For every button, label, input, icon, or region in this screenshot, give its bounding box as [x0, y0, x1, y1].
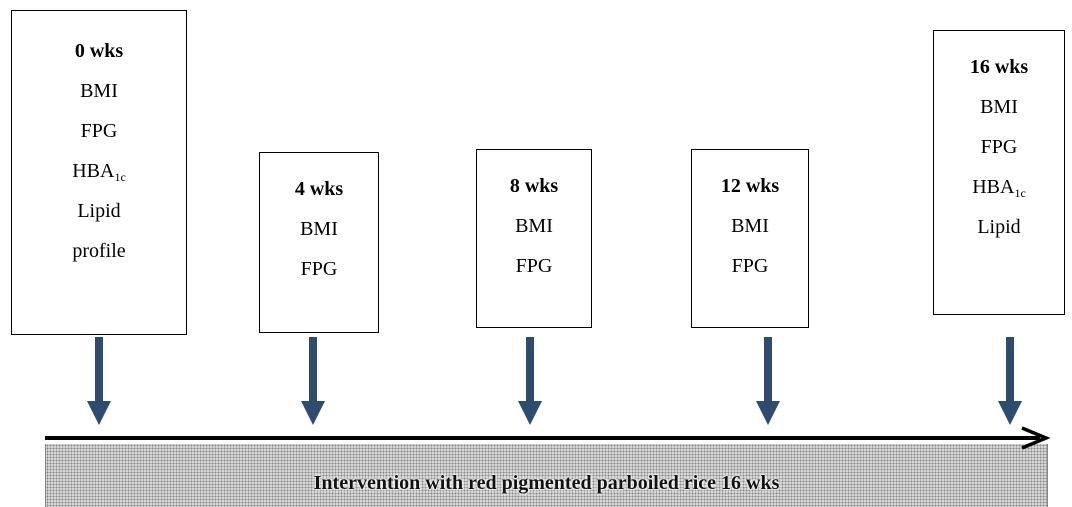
week-0-fpg: FPG	[80, 120, 118, 142]
down-arrow-week-8	[518, 337, 542, 425]
down-arrow-week-4	[301, 337, 325, 425]
week-4-bmi: BMI	[300, 218, 338, 240]
hba-base: HBA	[972, 176, 1015, 198]
week-0-label: 0 wks	[74, 40, 124, 62]
week-16-fpg: FPG	[980, 136, 1018, 158]
week-0-box: 0 wks BMI FPG HBA1c Lipid profile	[11, 10, 187, 335]
hba-subscript: 1c	[114, 170, 126, 184]
week-16-bmi: BMI	[980, 96, 1018, 118]
week-8-bmi: BMI	[515, 215, 553, 237]
week-16-box: 16 wks BMI FPG HBA1c Lipid	[933, 30, 1065, 315]
week-12-fpg: FPG	[731, 255, 769, 277]
down-arrow-week-12	[756, 337, 780, 425]
week-16-lipid: Lipid	[977, 216, 1021, 238]
week-0-hba1c: HBA1c	[12, 151, 186, 191]
week-4-box: 4 wks BMI FPG	[259, 152, 379, 333]
week-4-fpg: FPG	[300, 258, 338, 280]
week-12-label: 12 wks	[720, 175, 780, 197]
hba-base: HBA	[72, 160, 115, 182]
down-arrow-week-0	[87, 337, 111, 425]
week-12-box: 12 wks BMI FPG	[691, 149, 809, 328]
hba-subscript: 1c	[1014, 186, 1026, 200]
week-8-fpg: FPG	[515, 255, 553, 277]
week-0-bmi: BMI	[80, 80, 118, 102]
week-16-label: 16 wks	[969, 56, 1029, 78]
week-0-profile: profile	[72, 240, 126, 262]
down-arrow-week-16	[998, 337, 1022, 425]
week-4-label: 4 wks	[294, 178, 344, 200]
week-16-hba1c: HBA1c	[934, 167, 1064, 207]
week-0-lipid: Lipid	[77, 200, 121, 222]
intervention-label: Intervention with red pigmented parboile…	[313, 472, 780, 494]
week-8-label: 8 wks	[509, 175, 559, 197]
week-12-bmi: BMI	[731, 215, 769, 237]
week-8-box: 8 wks BMI FPG	[476, 149, 592, 328]
intervention-band: Intervention with red pigmented parboile…	[45, 444, 1048, 507]
